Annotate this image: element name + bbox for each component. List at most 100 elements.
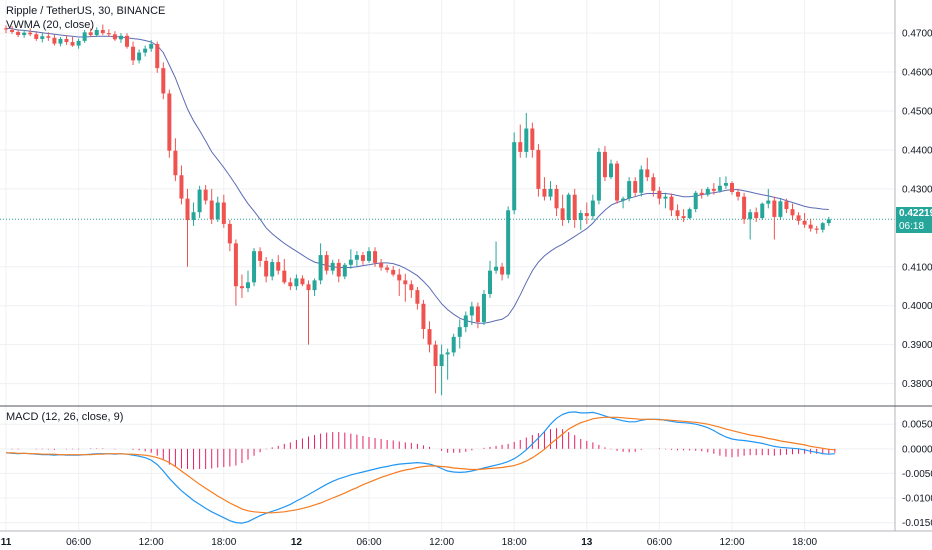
candle-body: [76, 40, 81, 46]
candle: [34, 31, 39, 41]
candle-body: [699, 192, 704, 195]
candle: [227, 220, 232, 252]
candle-body: [403, 280, 408, 285]
candle-body: [760, 203, 765, 219]
candle-body: [554, 188, 559, 209]
candle-body: [742, 196, 747, 220]
candle: [276, 255, 281, 275]
candle: [94, 27, 99, 37]
candle: [766, 188, 771, 209]
candle-body: [790, 209, 795, 216]
candle: [294, 274, 299, 291]
current-price-label: 0.42219: [896, 207, 932, 220]
countdown-label: 06:18: [896, 220, 932, 233]
candle-body: [500, 266, 505, 275]
candle: [215, 196, 220, 222]
candle: [772, 196, 777, 240]
candle-body: [294, 278, 299, 287]
candle: [342, 262, 347, 280]
candle: [590, 194, 595, 221]
candle: [693, 190, 698, 213]
candle: [481, 290, 486, 326]
candle-body: [548, 188, 553, 197]
candle-body: [566, 194, 571, 221]
candle: [131, 41, 136, 66]
candle: [409, 280, 414, 298]
candle-body: [282, 270, 287, 283]
time-tick-label: 12:00: [719, 537, 744, 548]
candle: [336, 258, 341, 283]
candle: [451, 333, 456, 357]
candle: [457, 319, 462, 349]
candle-body: [34, 34, 39, 39]
candle-body: [179, 175, 184, 199]
candle: [415, 287, 420, 310]
candle: [621, 196, 626, 209]
candle: [379, 258, 384, 271]
candle-body: [125, 35, 129, 47]
candle-body: [46, 36, 51, 38]
candle-body: [802, 220, 807, 225]
candle-body: [826, 219, 831, 224]
candle-body: [88, 32, 93, 36]
candle-body: [609, 163, 613, 178]
candle-body: [137, 52, 142, 61]
candle-body: [621, 198, 626, 201]
candle-body: [385, 267, 390, 270]
candle-body: [524, 128, 529, 152]
candle: [137, 49, 142, 64]
candle-body: [615, 163, 620, 201]
candle-body: [433, 344, 438, 367]
time-tick-label: 18:00: [502, 537, 527, 548]
candle-body: [730, 183, 734, 192]
candle: [52, 34, 57, 46]
candle-body: [161, 68, 166, 94]
candle: [46, 32, 51, 41]
candle-body: [221, 202, 226, 224]
candle-body: [354, 255, 359, 260]
macd-tick-label: 0.0000: [902, 444, 932, 455]
time-tick-label: 06:00: [647, 537, 672, 548]
candle: [300, 275, 305, 287]
candle: [560, 194, 565, 226]
candle-body: [58, 38, 63, 44]
candle: [500, 262, 505, 281]
candle: [512, 132, 517, 215]
time-tick-label: 12:00: [429, 537, 454, 548]
candle: [221, 194, 226, 228]
candle-body: [100, 29, 105, 34]
candle-body: [367, 251, 371, 261]
candle-body: [681, 216, 686, 219]
candle-body: [106, 33, 111, 35]
candle-body: [778, 201, 783, 217]
candle: [681, 209, 686, 222]
candle: [572, 188, 577, 228]
candle-body: [239, 286, 244, 289]
candle-body: [191, 212, 196, 221]
candle: [609, 159, 613, 180]
candle-body: [463, 315, 468, 328]
candle: [312, 278, 317, 296]
candle: [264, 257, 269, 283]
candle-body: [512, 142, 517, 211]
candle: [602, 146, 607, 182]
candle: [554, 184, 559, 217]
candle-body: [723, 183, 728, 186]
candle-body: [28, 32, 33, 35]
candle: [246, 270, 250, 293]
candle: [191, 202, 196, 226]
candle: [106, 29, 111, 37]
candle: [40, 33, 45, 43]
candle-body: [215, 202, 220, 220]
candle: [627, 177, 632, 202]
candle-body: [808, 224, 813, 229]
candle: [536, 144, 541, 197]
candle: [584, 202, 589, 224]
candle-body: [451, 336, 456, 353]
candle: [796, 212, 801, 225]
candle: [391, 265, 396, 277]
